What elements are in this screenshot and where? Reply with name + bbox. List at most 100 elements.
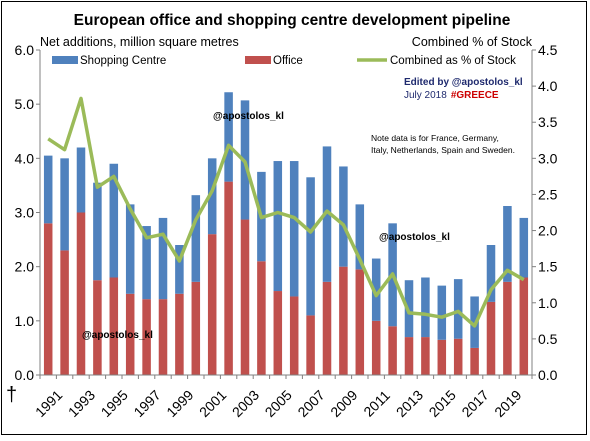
watermark-top: @apostolos_kl (213, 111, 284, 122)
bar-office-2007 (306, 315, 315, 375)
bar-shopping-centre-2018 (486, 245, 496, 302)
bar-office-1996 (125, 293, 135, 375)
x-tick-label: 2003 (229, 387, 262, 420)
bar-shopping-centre-2015 (437, 285, 447, 340)
left-tick-label: 3.0 (15, 205, 35, 221)
bar-shopping-centre-2020 (519, 217, 529, 278)
bar-shopping-centre-2016 (453, 279, 463, 339)
bar-office-2018 (486, 301, 496, 375)
right-tick-label: 0.5 (538, 331, 558, 347)
bar-office-2014 (421, 337, 430, 375)
note-line-2: Italy, Netherlands, Spain and Sweden. (371, 145, 515, 155)
bar-office-2009 (339, 266, 348, 375)
bar-shopping-centre-1997 (142, 226, 151, 300)
bar-shopping-centre-1998 (158, 217, 168, 300)
legend-label-shopping-centre: Shopping Centre (80, 55, 166, 67)
left-axis-label: Net additions, million square metres (40, 35, 239, 49)
bar-shopping-centre-2000 (191, 195, 201, 282)
legend: Shopping Centre Office Combined as % of … (52, 55, 516, 67)
note-line-1: Note data is for France, Germany, (371, 133, 499, 143)
chart-frame: European office and shopping centre deve… (1, 1, 587, 435)
bar-shopping-centre-1999 (175, 245, 184, 294)
watermark-bottom: @apostolos_kl (82, 330, 153, 341)
x-tick-label: 2007 (294, 387, 327, 420)
left-tick-label: 0.0 (15, 367, 35, 383)
left-tick-label: 1.0 (15, 313, 35, 329)
bar-office-2003 (240, 219, 250, 375)
corner-dagger-symbol: † (6, 384, 17, 406)
bar-shopping-centre-2019 (503, 206, 512, 282)
bar-office-2000 (191, 281, 201, 375)
chart-svg: European office and shopping centre deve… (6, 12, 558, 420)
chart-title: European office and shopping centre deve… (74, 12, 511, 29)
bar-office-2006 (289, 296, 299, 375)
left-tick-label: 6.0 (15, 42, 35, 58)
x-tick-label: 1999 (163, 387, 196, 420)
bar-shopping-centre-2010 (355, 204, 365, 270)
right-tick-label: 2.0 (538, 223, 558, 239)
bar-office-2019 (503, 281, 512, 375)
right-tick-label: 1.5 (538, 259, 558, 275)
bar-shopping-centre-1993 (76, 147, 86, 213)
bar-shopping-centre-2011 (371, 258, 381, 321)
right-tick-label: 4.0 (538, 78, 558, 94)
x-tick-label: 2011 (360, 387, 393, 420)
right-tick-label: 3.5 (538, 114, 558, 130)
bar-office-2001 (207, 234, 217, 375)
bar-office-2002 (224, 181, 233, 375)
x-tick-label: 1995 (98, 387, 131, 420)
bar-office-1991 (43, 223, 53, 375)
watermark-right: @apostolos_kl (379, 232, 450, 243)
x-tick-label: 1991 (32, 387, 65, 420)
x-tick-label: 2013 (393, 387, 426, 420)
bar-shopping-centre-2014 (421, 277, 430, 338)
bar-office-2008 (322, 281, 332, 375)
x-tick-label: 2001 (196, 387, 229, 420)
line-group (47, 96, 525, 328)
bar-shopping-centre-2002 (224, 92, 233, 182)
bar-shopping-centre-2009 (339, 166, 348, 267)
right-tick-label: 0.0 (538, 367, 558, 383)
bar-shopping-centre-1991 (43, 155, 53, 224)
x-tick-label: 2009 (327, 387, 360, 420)
bar-office-2016 (453, 338, 463, 375)
x-tick-label: 1993 (65, 387, 98, 420)
bar-office-2020 (519, 277, 529, 375)
left-tick-label: 4.0 (15, 150, 35, 166)
hashtag-text: #GREECE (451, 90, 499, 101)
legend-label-combined: Combined as % of Stock (390, 55, 516, 67)
bar-shopping-centre-1992 (60, 158, 69, 251)
left-tick-label: 2.0 (15, 259, 35, 275)
bar-shopping-centre-2008 (322, 146, 332, 282)
x-tick-label: 2015 (426, 387, 459, 420)
bar-shopping-centre-1994 (93, 182, 102, 281)
bar-office-2015 (437, 339, 447, 375)
x-tick-label: 2019 (491, 387, 524, 420)
bar-shopping-centre-1996 (125, 204, 135, 294)
annotations: Edited by @apostolos_kl July 2018 #GREECE… (6, 77, 523, 406)
right-tick-label: 4.5 (538, 42, 558, 58)
bar-shopping-centre-2005 (273, 161, 283, 292)
bar-office-2011 (371, 320, 381, 375)
bar-shopping-centre-2001 (207, 158, 217, 235)
bar-office-1998 (158, 299, 168, 375)
bar-office-1995 (109, 277, 119, 375)
bar-shopping-centre-2007 (306, 177, 315, 316)
bar-office-1993 (76, 212, 86, 375)
bar-office-1992 (60, 250, 69, 375)
date-text: July 2018 (404, 90, 447, 101)
legend-swatch-office (245, 56, 271, 64)
bar-shopping-centre-1995 (109, 163, 119, 278)
bar-office-1994 (93, 280, 102, 375)
right-tick-label: 1.0 (538, 295, 558, 311)
bar-office-2004 (257, 261, 266, 375)
right-axis-label: Combined % of Stock (412, 35, 533, 49)
date-line: July 2018 #GREECE (404, 90, 499, 101)
right-tick-label: 2.5 (538, 186, 558, 202)
line-combined-stock (47, 96, 525, 328)
right-tick-label: 3.0 (538, 150, 558, 166)
bar-office-2010 (355, 269, 365, 375)
bar-office-2012 (388, 326, 397, 375)
bar-office-1999 (175, 293, 184, 375)
edited-by-text: Edited by @apostolos_kl (404, 77, 523, 88)
